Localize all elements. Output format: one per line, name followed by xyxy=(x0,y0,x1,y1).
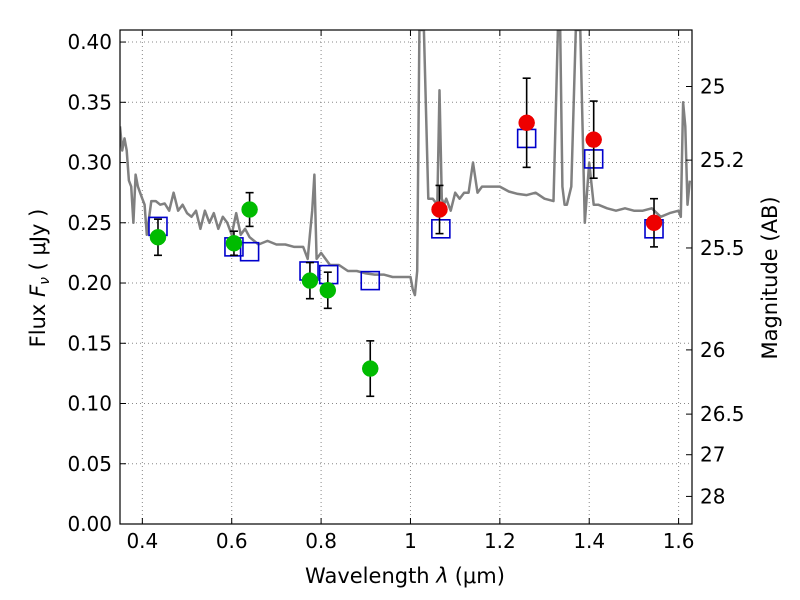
y-axis-label-f: F xyxy=(26,284,50,297)
x-axis-label-lambda: λ xyxy=(435,564,448,588)
x-axis-label-unit: (μm) xyxy=(455,564,505,588)
y-axis-label: Flux Fν ( μJy ) xyxy=(26,209,53,348)
y-tick-label: 0.05 xyxy=(67,452,112,476)
optical-photometry-point xyxy=(319,282,337,299)
y-tick-label: 0.00 xyxy=(67,512,112,536)
x-tick-label: 0.4 xyxy=(126,529,158,553)
y2-tick-label: 26 xyxy=(700,338,725,362)
model-spectrum-line xyxy=(120,30,692,297)
tick-layer xyxy=(120,30,692,525)
x-tick-label: 1.4 xyxy=(573,529,605,553)
optical-photometry-point xyxy=(149,228,167,246)
y-tick-label: 0.25 xyxy=(67,211,112,235)
plot-frame xyxy=(119,29,693,525)
y-tick-label: 0.35 xyxy=(67,90,112,114)
optical-photometry-point xyxy=(225,235,243,252)
x-tick-label: 0.8 xyxy=(305,529,337,553)
spectrum-layer xyxy=(120,30,692,297)
tick-label-layer: 0.4 0.6 0.8 1 1.2 1.4 1.6 0.00 0.05 0.10 0.15 0.20 0… xyxy=(67,30,744,553)
y-tick-label: 0.10 xyxy=(67,392,112,416)
y2-axis-label: Magnitude (AB) xyxy=(758,196,782,359)
x-tick-label: 0.6 xyxy=(216,529,248,553)
y-tick-label: 0.15 xyxy=(67,331,112,355)
y-tick-label: 0.30 xyxy=(67,151,112,175)
y-tick-label: 0.20 xyxy=(67,271,112,295)
x-axis-label: Wavelength λ (μm) xyxy=(305,564,505,588)
x-tick-label: 1 xyxy=(404,529,417,553)
optical-photometry-point xyxy=(362,360,379,377)
model-square-marker xyxy=(431,219,451,239)
model-square-marker xyxy=(360,270,381,291)
optical-photometry-point xyxy=(241,201,258,218)
nir-photometry-point xyxy=(645,214,663,232)
x-axis-label-main: Wavelength xyxy=(305,564,436,588)
model-square-marker xyxy=(318,264,339,285)
optical-photometry-point xyxy=(301,272,319,289)
nir-photometry-point xyxy=(431,201,448,218)
y2-tick-label: 25 xyxy=(700,75,725,99)
nir-photometry-point xyxy=(518,114,535,132)
y-axis-label-unit: ( μJy ) xyxy=(26,209,50,277)
x-tick-label: 1.6 xyxy=(663,529,695,553)
y-tick-label: 0.40 xyxy=(67,30,112,54)
y2-tick-label: 25.5 xyxy=(700,236,745,260)
y2-tick-label: 25.2 xyxy=(700,148,745,172)
model-square-marker xyxy=(239,241,260,262)
photometry-point-layer xyxy=(149,77,663,398)
y2-tick-label: 27 xyxy=(700,443,725,467)
x-tick-label: 1.2 xyxy=(484,529,516,553)
y2-tick-label: 26.5 xyxy=(700,402,745,426)
y2-tick-label: 28 xyxy=(700,484,725,508)
y-axis-label-main: Flux xyxy=(26,297,50,347)
y-axis-label-sub: ν xyxy=(37,277,53,285)
nir-photometry-point xyxy=(585,131,602,148)
